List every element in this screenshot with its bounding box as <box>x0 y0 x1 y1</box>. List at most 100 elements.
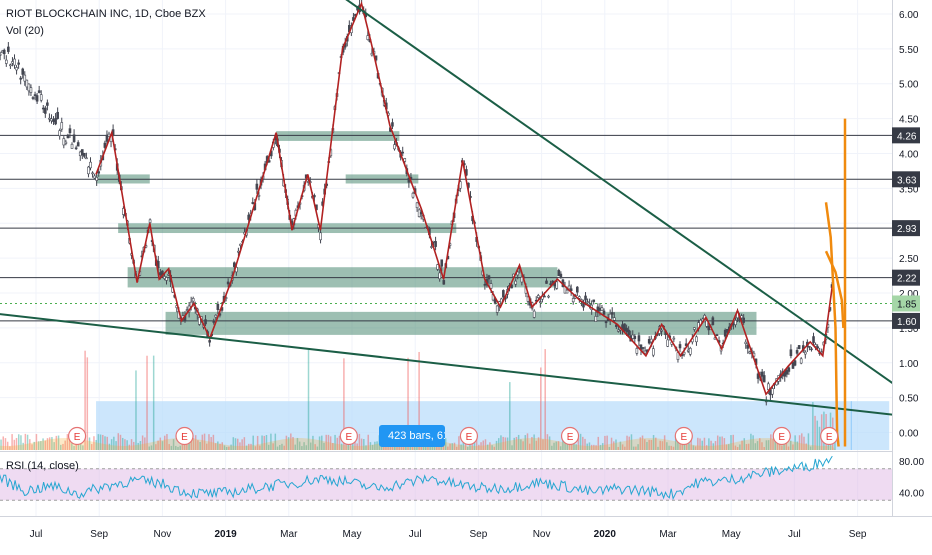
volume-bar <box>716 435 719 450</box>
candle-body <box>787 367 791 372</box>
candle-body <box>393 144 396 150</box>
candle-body <box>52 119 55 122</box>
volume-bar <box>265 434 268 450</box>
volume-bar <box>64 440 66 450</box>
candle-body <box>432 240 435 243</box>
earnings-marker[interactable]: E <box>820 426 839 446</box>
volume-bar <box>770 434 772 450</box>
candle-body <box>0 50 4 54</box>
time-tick-label: Sep <box>470 529 488 540</box>
candle-body <box>612 317 616 321</box>
zigzag-line[interactable] <box>95 0 834 396</box>
volume-bar <box>814 415 816 450</box>
volume-bar <box>641 435 644 450</box>
volume-bar <box>318 436 321 450</box>
price-tick-label: 6.00 <box>899 10 919 21</box>
time-tick-label: Nov <box>154 529 172 540</box>
earnings-marker[interactable]: E <box>674 426 693 446</box>
volume-bar <box>22 442 24 450</box>
price-tick-label: 0.50 <box>899 394 919 405</box>
volume-bar <box>267 444 270 450</box>
candle-body <box>167 274 170 276</box>
candle-body <box>814 344 817 347</box>
candle-body <box>576 286 579 293</box>
volume-bar <box>548 436 551 450</box>
volume-bar <box>261 435 263 450</box>
volume-bar <box>467 446 469 450</box>
volume-bar <box>535 440 538 450</box>
candle-body <box>105 134 109 142</box>
volume-bar <box>674 438 677 450</box>
level-price-tag: 2.22 <box>892 269 920 286</box>
volume-bar <box>6 441 9 450</box>
volume-bar <box>407 357 409 450</box>
volume-bar <box>230 444 232 450</box>
candle-body <box>594 316 598 322</box>
volume-bar <box>115 441 117 450</box>
measure-range-box[interactable] <box>96 401 890 450</box>
volume-bar <box>212 434 215 450</box>
candle-body <box>816 346 819 349</box>
volume-bar <box>239 442 241 450</box>
trendline[interactable] <box>317 0 932 421</box>
volume-bar <box>126 440 128 450</box>
volume-bar <box>734 445 737 450</box>
candle-body <box>559 273 563 277</box>
volume-bar <box>648 439 650 450</box>
earnings-label: E <box>466 432 473 443</box>
rsi-line <box>0 455 833 501</box>
time-tick-label: Jul <box>30 529 43 540</box>
earnings-marker[interactable]: E <box>459 426 479 446</box>
volume-bar <box>418 351 420 450</box>
volume-bar <box>352 441 354 450</box>
symbol-legend[interactable]: RIOT BLOCKCHAIN INC, 1D, Cboe BZX <box>6 8 206 20</box>
candle-body <box>41 107 45 110</box>
level-tag-background <box>892 312 920 329</box>
support-zone[interactable] <box>165 311 757 335</box>
volume-bar <box>108 443 111 450</box>
volume-bar <box>705 445 708 450</box>
volume-bar <box>447 446 449 450</box>
volume-bar <box>46 438 49 450</box>
candle-body <box>185 309 189 311</box>
candle-body <box>31 97 35 99</box>
measure-range[interactable] <box>96 401 890 450</box>
candle-body <box>46 102 49 106</box>
volume-bar <box>690 438 692 450</box>
volume-bar <box>197 440 199 450</box>
candle-body <box>70 143 74 149</box>
rsi-legend[interactable]: RSI (14, close) <box>6 460 79 472</box>
trendlines[interactable] <box>0 0 932 421</box>
candle-body <box>748 351 752 354</box>
earnings-marker[interactable]: E <box>175 426 194 446</box>
candle-body <box>820 351 824 353</box>
rsi-tick-label: 80.00 <box>899 457 924 468</box>
candle-body <box>11 61 14 64</box>
trendline[interactable] <box>0 313 932 421</box>
volume-legend[interactable]: Vol (20) <box>6 25 44 37</box>
volume-bar <box>272 443 274 450</box>
earnings-marker[interactable]: E <box>560 426 580 446</box>
volume-bar <box>613 441 615 450</box>
volume-bar <box>248 443 250 450</box>
candle-body <box>569 288 573 292</box>
earnings-marker[interactable]: E <box>772 426 791 446</box>
volume-bar <box>305 445 308 450</box>
volume-bar <box>557 441 560 450</box>
support-zone[interactable] <box>276 131 400 141</box>
volume-bar <box>228 446 230 450</box>
volume-bar <box>584 438 586 450</box>
earnings-marker[interactable]: E <box>339 426 358 446</box>
candle-body <box>734 320 737 325</box>
earnings-circle <box>175 426 194 446</box>
volume-bar <box>66 434 69 450</box>
candle-body <box>319 232 322 241</box>
volume-bar <box>159 437 162 450</box>
earnings-marker[interactable]: E <box>67 426 87 446</box>
forecast-path[interactable] <box>824 250 845 328</box>
zigzag-line[interactable] <box>95 0 834 396</box>
volume-bar <box>719 436 721 450</box>
